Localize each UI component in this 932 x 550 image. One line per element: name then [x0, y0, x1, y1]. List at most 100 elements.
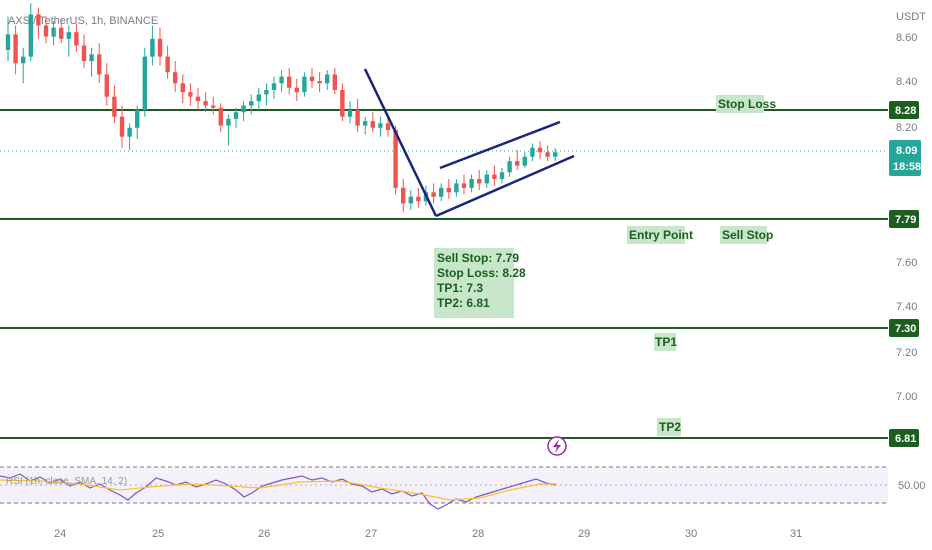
summary-line: TP2: 6.81 — [437, 296, 490, 310]
candle-body — [454, 183, 459, 193]
stop-loss-price-tag[interactable]: 8.28 — [889, 101, 919, 119]
candle-body — [446, 187, 451, 193]
tp2-annotation[interactable]: TP2 — [657, 418, 681, 436]
tp1-annotation[interactable]: TP1 — [654, 333, 677, 351]
summary-line: TP1: 7.3 — [437, 281, 483, 295]
candle-body — [469, 178, 474, 188]
candle-body — [294, 87, 299, 93]
candle-body — [51, 27, 56, 37]
y-tick-label: 7.00 — [896, 391, 917, 403]
tp2-price-text: 6.81 — [895, 433, 916, 445]
sell-stop-annotation[interactable]: Sell Stop — [720, 226, 773, 244]
candle-body — [499, 172, 505, 179]
candle-body — [515, 161, 520, 166]
y-tick-label: 7.60 — [896, 257, 917, 269]
candle-body — [309, 76, 315, 82]
candle-body — [279, 76, 284, 84]
candle-body — [484, 174, 489, 184]
entry-price-tag[interactable]: 7.79 — [889, 210, 919, 228]
stop-loss-annotation[interactable]: Stop Loss — [716, 95, 776, 113]
candle-body — [81, 45, 87, 62]
tp1-price-tag[interactable]: 7.30 — [889, 319, 919, 337]
candle-body — [249, 101, 254, 106]
candle-body — [256, 94, 261, 102]
tp1-annotation-text: TP1 — [655, 335, 677, 349]
candle-body — [431, 192, 436, 197]
candle-body — [165, 56, 170, 73]
summary-line: Sell Stop: 7.79 — [437, 251, 519, 265]
currency-label: USDT — [896, 11, 926, 23]
candle-body — [43, 25, 49, 37]
candle-body — [325, 74, 330, 84]
current-price-text: 8.09 — [896, 145, 917, 157]
candle-body — [302, 76, 307, 93]
x-tick-label: 25 — [152, 528, 164, 540]
candle-body — [401, 187, 406, 204]
stop-loss-annotation-text: Stop Loss — [718, 97, 776, 111]
candle-body — [5, 34, 11, 50]
candle-body — [74, 32, 79, 46]
candle-body — [180, 83, 185, 93]
candle-body — [21, 56, 26, 64]
x-tick-label: 24 — [54, 528, 66, 540]
candle-body — [385, 123, 391, 131]
candle-body — [13, 34, 18, 64]
current-price-tag[interactable]: 8.09 18:58 — [889, 140, 921, 176]
x-tick-label: 31 — [790, 528, 802, 540]
candle-body — [150, 38, 155, 57]
candle-body — [522, 156, 527, 166]
candles-group — [5, 3, 558, 213]
rsi-indicator-label: RSI (1h, close, SMA, 14, 2) — [6, 476, 127, 487]
candle-body — [36, 14, 41, 26]
tp2-price-tag[interactable]: 6.81 — [889, 429, 919, 447]
trade-summary-annotation[interactable]: Sell Stop: 7.79 Stop Loss: 8.28 TP1: 7.3… — [434, 248, 526, 318]
candle-body — [370, 121, 375, 128]
candle-body — [218, 107, 223, 126]
candle-body — [416, 196, 421, 202]
candle-body — [287, 76, 292, 88]
x-tick-label: 26 — [258, 528, 270, 540]
price-axis[interactable]: USDT 8.60 8.40 8.20 7.60 7.40 7.20 7.00 … — [896, 11, 926, 492]
candle-body — [537, 147, 543, 153]
rsi-pane[interactable]: RSI (1h, close, SMA, 14, 2) — [0, 466, 888, 510]
rsi-level-label: 50.00 — [898, 480, 926, 492]
flag-upper-line[interactable] — [439, 120, 561, 170]
candle-body — [127, 127, 132, 137]
flag-lower-line[interactable] — [435, 154, 575, 218]
candle-body — [59, 27, 64, 39]
candle-body — [119, 116, 125, 137]
candle-body — [173, 72, 178, 84]
candle-body — [477, 178, 482, 184]
candle-body — [97, 54, 102, 75]
event-flash-icon[interactable] — [547, 436, 567, 456]
impulse-line[interactable] — [363, 68, 438, 217]
candle-body — [233, 112, 239, 119]
candle-body — [439, 187, 444, 197]
summary-line: Stop Loss: 8.28 — [437, 266, 526, 280]
x-tick-label: 27 — [365, 528, 377, 540]
candle-body — [340, 89, 345, 117]
sell-stop-annotation-text: Sell Stop — [722, 228, 773, 242]
rsi-ma-line — [0, 479, 556, 501]
candle-body — [408, 196, 413, 204]
candle-body — [28, 14, 33, 57]
entry-point-annotation[interactable]: Entry Point — [627, 226, 693, 244]
y-tick-label: 8.40 — [896, 76, 917, 88]
candle-body — [271, 83, 277, 90]
candle-body — [545, 152, 550, 157]
candle-body — [104, 74, 109, 97]
x-tick-label: 28 — [472, 528, 484, 540]
candle-body — [157, 38, 163, 57]
tp2-annotation-text: TP2 — [659, 420, 681, 434]
time-axis[interactable]: 24 25 26 27 28 29 30 31 — [54, 528, 802, 540]
candle-body — [553, 152, 558, 157]
candle-body — [355, 110, 360, 126]
y-tick-label: 7.40 — [896, 301, 917, 313]
candle-body — [507, 161, 512, 173]
y-tick-label: 8.20 — [896, 122, 917, 134]
candle-body — [393, 130, 398, 188]
candle-body — [461, 183, 467, 188]
y-tick-label: 7.20 — [896, 347, 917, 359]
candle-body — [66, 32, 71, 39]
